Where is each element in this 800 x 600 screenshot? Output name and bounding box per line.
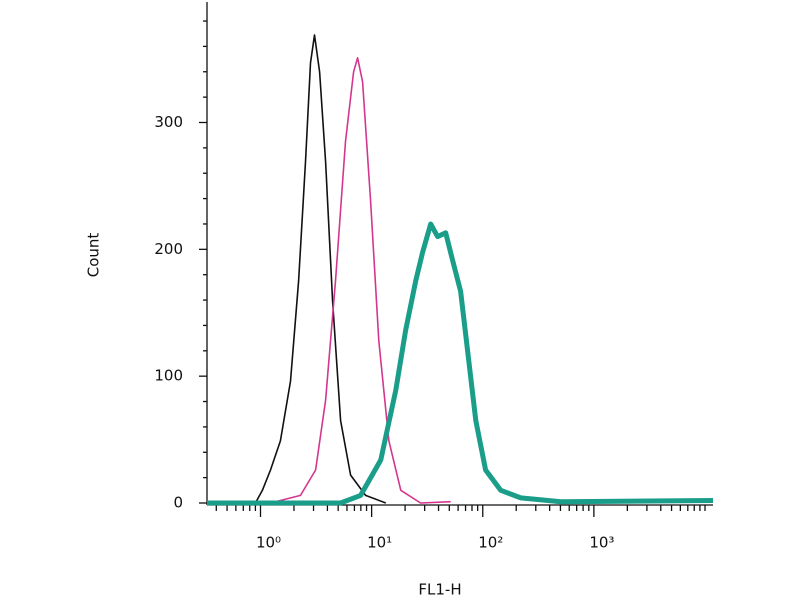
histogram-line [254, 34, 387, 504]
y-axis-label: Count [85, 233, 103, 278]
x-tick-label: 10⁰ [256, 534, 281, 552]
y-tick-label: 0 [173, 494, 183, 512]
y-tick-label: 100 [154, 367, 183, 385]
y-tick-label: 200 [154, 240, 183, 258]
histogram-line [207, 221, 714, 506]
x-tick-label: 10² [478, 534, 503, 552]
histogram-line [270, 57, 451, 504]
y-tick-label: 300 [154, 113, 183, 131]
x-tick-label: 10¹ [367, 534, 392, 552]
x-tick-label: 10³ [589, 534, 614, 552]
x-axis-label: FL1-H [418, 581, 461, 599]
